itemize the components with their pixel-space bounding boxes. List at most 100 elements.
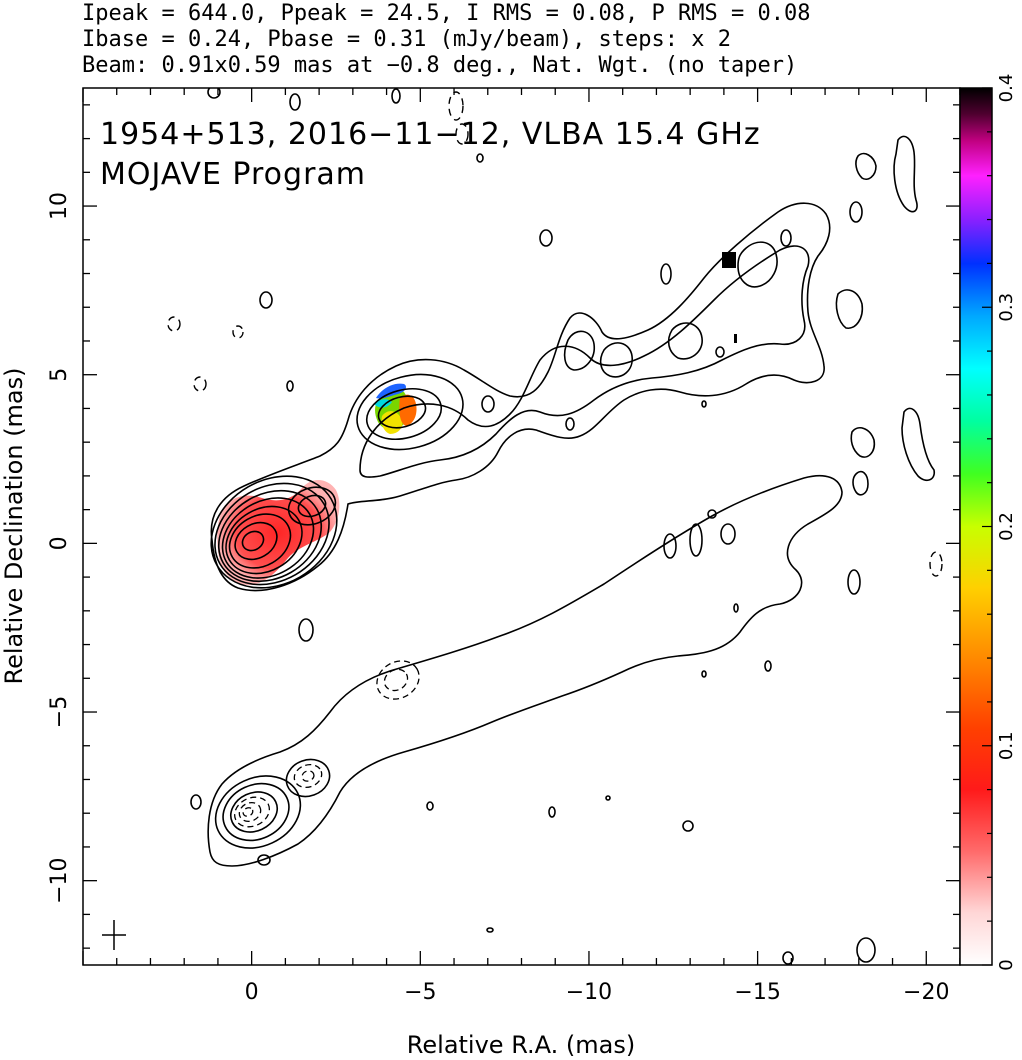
neg-blob-1: [167, 316, 181, 332]
outer-polarization-spot-small: [734, 334, 737, 343]
noise-blob-15: [207, 88, 221, 99]
lower-blob-17: [847, 569, 861, 595]
lower-neg-core-1: [233, 796, 271, 828]
core-contour-6: [225, 505, 303, 575]
neg-blob-3: [193, 376, 207, 392]
knot-c-contour-1: [356, 373, 464, 451]
lower-core-contour-3: [222, 782, 290, 842]
knot-polarization-orange: [399, 394, 417, 426]
knot-polarization-blue: [376, 383, 406, 399]
colorbar-tick-label: 0.1: [996, 731, 1017, 760]
y-tick-label: −5: [47, 696, 72, 728]
lower-blob-12: [663, 533, 677, 559]
lower-blob-11: [720, 523, 736, 545]
core-contour-2: [210, 475, 338, 589]
y-tick-label: −10: [47, 857, 72, 903]
lower-blob-15: [856, 937, 876, 963]
core-contour-5: [221, 497, 315, 579]
lower-core-contour-2: [214, 775, 302, 849]
outer-loop-contour-2: [599, 342, 633, 378]
y-tick-label: 0: [47, 536, 72, 550]
noise-blob-14: [660, 263, 672, 285]
noise-blob-1: [259, 291, 273, 309]
colorbar-tick-label: 0.3: [996, 293, 1017, 322]
neg-blob-5: [455, 123, 469, 145]
outer-loop-contour-1: [563, 330, 596, 371]
program-annotation: MOJAVE Program: [100, 157, 366, 192]
neg-blob-2: [232, 325, 244, 339]
lower-blob-13: [689, 523, 703, 557]
lower-blob-1: [190, 794, 202, 810]
x-axis-ticks: [82, 88, 961, 965]
right-blob-contour: [855, 152, 877, 181]
lower-neg-core-3: [242, 807, 254, 817]
colorbar-tick-labels: 0 0.1 0.2 0.3 0.4: [996, 74, 1017, 971]
core-contour-8: [234, 521, 278, 561]
x-tick-label: 0: [245, 980, 259, 1005]
right-blob-contour-3: [852, 470, 869, 496]
lower-blob-16: [782, 951, 794, 965]
y-tick-label: 10: [47, 192, 72, 220]
header-line-3: Beam: 0.91x0.59 mas at −0.8 deg., Nat. W…: [82, 53, 797, 78]
noise-blob-13: [780, 229, 792, 247]
lower-core-contour-4: [230, 791, 278, 833]
lower-blob-4: [548, 806, 556, 818]
x-axis-tick-labels: 0 −5 −10 −15 −20: [245, 980, 950, 1005]
core-contour-9: [241, 530, 265, 552]
core-contour-4: [217, 489, 323, 583]
outer-polarization-spot: [722, 252, 736, 268]
lower-neg-knot-1: [293, 763, 323, 789]
knot-c-contour-2: [365, 388, 443, 440]
upper-jet-contour-lowest: [210, 202, 831, 592]
y-axis-title: Relative Declination (mas): [0, 367, 28, 684]
lower-blob-5: [605, 795, 611, 801]
noise-blob-5: [289, 93, 301, 111]
lower-blob-9: [733, 603, 739, 613]
colorbar: [959, 87, 993, 966]
lower-blob-8: [701, 670, 707, 678]
contours-upper-image: [207, 88, 936, 642]
noise-blob-8: [481, 395, 495, 413]
right-edge-contour-3: [835, 289, 864, 329]
lower-blob-2: [257, 854, 271, 866]
beam-marker: [102, 920, 126, 950]
lower-blob-3: [426, 801, 434, 811]
neg-blob-4: [448, 91, 464, 121]
negative-contours-upper: [167, 91, 943, 577]
outer-knot-contour: [737, 241, 778, 288]
x-tick-label: −5: [404, 980, 436, 1005]
lower-blob-10: [707, 509, 717, 519]
lower-blob-6: [682, 820, 694, 832]
negative-contours-lower: [233, 660, 420, 828]
lower-neg-knot-c1: [376, 660, 420, 700]
x-tick-label: −15: [734, 980, 780, 1005]
right-edge-contour: [893, 135, 918, 213]
noise-blob-2: [286, 380, 294, 392]
knot-contour-b: [287, 486, 337, 526]
x-tick-label: −20: [903, 980, 949, 1005]
noise-blob-4: [476, 153, 484, 163]
lower-blob-7: [764, 660, 772, 672]
y-axis-tick-labels: 10 5 0 −5 −10: [47, 192, 72, 904]
colorbar-tick-label: 0.2: [996, 512, 1017, 541]
noise-blob-12: [849, 201, 863, 223]
core-contour-3: [214, 482, 330, 586]
source-annotation: 1954+513, 2016−11−12, VLBA 15.4 GHz: [100, 117, 761, 152]
noise-blob-6: [391, 88, 401, 104]
header-line-1: Ipeak = 644.0, Ppeak = 24.5, I RMS = 0.0…: [82, 1, 810, 26]
colorbar-tick-label: 0: [996, 959, 1017, 970]
colorbar-ticks: [982, 87, 992, 966]
lower-neg-core-2: [238, 801, 262, 823]
lower-blob-14: [486, 927, 494, 933]
x-axis-title: Relative R.A. (mas): [407, 1031, 635, 1059]
y-axis-ticks: [83, 104, 960, 949]
colorbar-tick-label: 0.4: [996, 74, 1017, 103]
x-tick-label: −10: [566, 980, 612, 1005]
noise-blob-7: [298, 618, 314, 642]
extended-jet-contour-2: [359, 245, 810, 478]
header-line-2: Ibase = 0.24, Pbase = 0.31 (mJy/beam), s…: [82, 27, 731, 52]
y-tick-label: 5: [47, 368, 72, 382]
right-edge-contour-2: [901, 407, 936, 482]
knot-contour-b2: [297, 494, 327, 518]
